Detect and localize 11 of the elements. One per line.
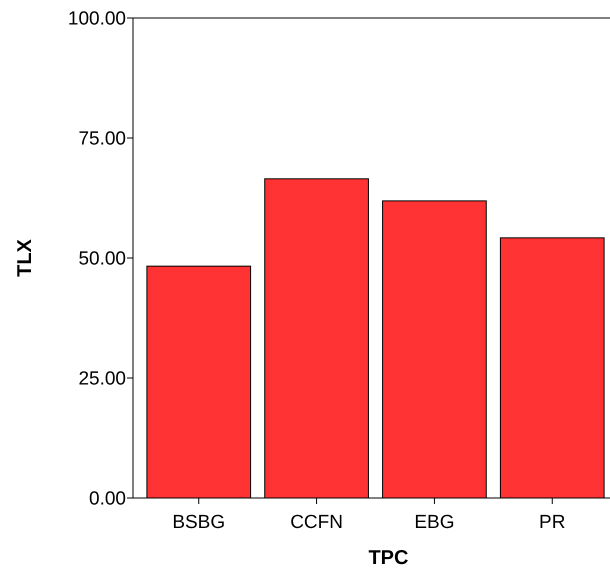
y-tick-label: 100.00 [68,8,126,30]
x-tick-label: EBG [414,512,454,533]
y-tick-label: 75.00 [78,128,126,150]
x-tick-label: PR [539,512,566,533]
y-tick-label: 50.00 [78,248,126,270]
x-axis-title: TPC [368,547,408,569]
x-tick-label: BSBG [172,512,226,533]
x-tick-label: CCFN [290,512,343,533]
y-tick-label: 0.00 [89,488,126,510]
y-axis-title: TLX [14,238,36,277]
y-tick-label: 25.00 [78,368,126,390]
